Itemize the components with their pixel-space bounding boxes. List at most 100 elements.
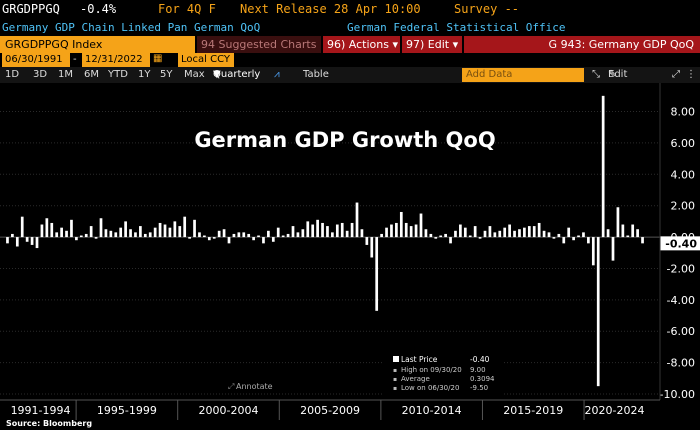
bar xyxy=(434,237,438,239)
ticker-row: GRGDPPGQ -0.4% For 4Q F Next Release 28 … xyxy=(0,0,700,19)
bar xyxy=(148,232,152,238)
bar xyxy=(153,227,157,238)
bar xyxy=(439,235,443,238)
index-label[interactable]: GRGDPPGQ Index xyxy=(0,36,195,53)
y-tick-label: 4.00 xyxy=(671,168,696,181)
bar xyxy=(79,235,83,238)
more-options-icon[interactable]: ⋮ xyxy=(686,69,696,80)
bar xyxy=(404,222,408,238)
bar xyxy=(360,229,364,238)
annotate-label[interactable]: Annotate xyxy=(236,382,273,391)
y-axis: 8.006.004.002.000.00-2.00-4.00-6.00-8.00… xyxy=(660,106,700,401)
bar xyxy=(409,226,413,238)
bar xyxy=(532,226,536,238)
bar xyxy=(488,226,492,238)
bar xyxy=(582,232,585,238)
legend-last-price-value: -0.40 xyxy=(470,355,490,364)
expand-icon[interactable]: ⤢ xyxy=(672,69,680,80)
calendar-icon[interactable]: ▦ xyxy=(153,53,163,64)
bar xyxy=(242,232,246,238)
period-ytd[interactable]: YTD xyxy=(108,69,128,80)
table-button[interactable]: Table xyxy=(303,69,329,80)
suggested-charts-button[interactable]: 94 Suggested Charts xyxy=(197,36,321,53)
bar xyxy=(326,226,329,238)
period-1d[interactable]: 1D xyxy=(5,69,20,80)
legend-high-value: 9.00 xyxy=(470,366,486,374)
bar xyxy=(527,226,531,238)
x-axis-band xyxy=(0,400,700,420)
period-3d[interactable]: 3D xyxy=(33,69,48,80)
next-release: Next Release 28 Apr 10:00 xyxy=(240,2,421,16)
bar xyxy=(168,227,172,238)
start-date-input[interactable]: 06/30/1991 xyxy=(2,53,70,67)
legend-background xyxy=(382,352,504,396)
bar xyxy=(65,230,68,238)
dropdown-arrow-icon: ▼ xyxy=(213,69,221,80)
bar xyxy=(562,237,566,244)
y-tick-label: -8.00 xyxy=(667,357,695,370)
annotate-icon[interactable]: ⤢ xyxy=(227,382,234,391)
line-chart-icon[interactable]: ⩘ xyxy=(274,69,280,80)
bar xyxy=(262,237,265,244)
end-date-input[interactable]: 12/31/2022 xyxy=(82,53,150,67)
bar xyxy=(212,237,216,239)
period-6m[interactable]: 6M xyxy=(84,69,99,80)
period-5y[interactable]: 5Y xyxy=(160,69,173,80)
bar xyxy=(6,237,9,244)
actions-button[interactable]: 96) Actions ▾ xyxy=(323,36,400,53)
bar xyxy=(11,233,14,238)
bar xyxy=(459,224,462,238)
bar xyxy=(523,227,526,238)
edit-button[interactable]: 97) Edit ▾ xyxy=(402,36,462,53)
bar xyxy=(163,224,167,238)
bar xyxy=(537,222,541,238)
bar xyxy=(355,202,359,238)
security-description: Germany GDP Chain Linked Pan German QoQ xyxy=(2,21,261,34)
bar xyxy=(335,224,339,238)
y-tick-label: -2.00 xyxy=(667,262,695,275)
add-data-input[interactable]: Add Data xyxy=(462,68,584,82)
bar xyxy=(572,237,575,241)
bar xyxy=(449,237,452,244)
bar xyxy=(340,222,344,238)
description-row: Germany GDP Chain Linked Pan German QoQ … xyxy=(0,19,700,36)
period-max[interactable]: Max xyxy=(184,69,205,80)
x-tick-label: 2020-2024 xyxy=(585,404,645,417)
bar xyxy=(331,232,334,238)
x-tick-label: 1991-1994 xyxy=(11,404,71,417)
bar xyxy=(203,235,206,238)
bar xyxy=(291,226,295,238)
bar xyxy=(129,229,132,238)
bar xyxy=(311,224,315,238)
settings-icon[interactable]: ⤡ xyxy=(592,69,600,80)
bar xyxy=(40,224,44,238)
bar xyxy=(375,237,379,311)
x-tick-label: 2015-2019 xyxy=(503,404,563,417)
period-1y[interactable]: 1Y xyxy=(138,69,151,80)
bar xyxy=(70,219,73,238)
bar xyxy=(626,235,630,238)
bar xyxy=(104,229,108,238)
bar xyxy=(55,232,59,238)
date-range-row: 06/30/1991 - 12/31/2022 ▦ Local CCY xyxy=(0,53,700,67)
currency-select[interactable]: Local CCY xyxy=(178,53,234,67)
ticker-symbol[interactable]: GRGDPPGQ xyxy=(2,2,60,16)
pencil-icon: ✎ xyxy=(608,69,617,80)
bar xyxy=(237,232,241,238)
source-label: Source: Bloomberg xyxy=(6,419,92,428)
bar xyxy=(114,232,118,238)
bar xyxy=(198,232,201,238)
survey-label: Survey -- xyxy=(454,2,520,16)
bar xyxy=(30,237,34,245)
period-1m[interactable]: 1M xyxy=(58,69,73,80)
bar xyxy=(513,230,516,238)
bar xyxy=(15,237,19,247)
source-agency: German Federal Statistical Office xyxy=(347,21,566,34)
bar xyxy=(493,232,497,238)
bar xyxy=(134,232,137,238)
bar xyxy=(84,233,88,238)
bar xyxy=(143,233,147,238)
x-tick-label: 2010-2014 xyxy=(402,404,462,417)
bar xyxy=(25,237,29,242)
bar xyxy=(454,230,457,238)
